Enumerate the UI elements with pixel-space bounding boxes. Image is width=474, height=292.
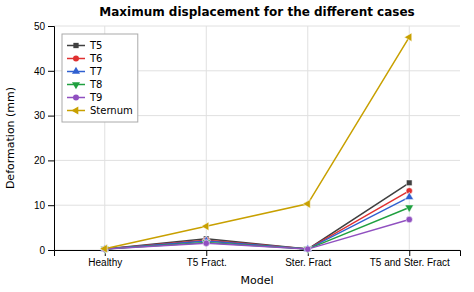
- tick-mark: [409, 250, 410, 256]
- tick-mark: [48, 26, 54, 27]
- tick: 20: [34, 155, 54, 166]
- tick-mark: [48, 205, 54, 206]
- tick: 0: [39, 245, 54, 256]
- series: [102, 180, 412, 252]
- series: [102, 216, 413, 252]
- line: [105, 37, 410, 248]
- legend-marker: [73, 56, 79, 62]
- tick: 40: [34, 66, 54, 77]
- x-axis-title: Model: [240, 274, 273, 287]
- line: [105, 197, 410, 249]
- tick-label: 30: [34, 110, 46, 121]
- tick-mark: [48, 71, 54, 72]
- legend-label: Sternum: [90, 105, 133, 116]
- legend-marker: [72, 82, 80, 89]
- line: [105, 220, 410, 250]
- tick-label: T5 and Ster. Fract: [370, 257, 450, 268]
- point: [404, 33, 411, 42]
- legend-label: T6: [89, 53, 102, 64]
- point: [405, 192, 414, 199]
- plot: 0 10 20 30 40 50 Healthy T5 Fract. Ster. Fract T5…: [34, 21, 461, 268]
- legend-label: T8: [89, 79, 102, 90]
- tick-label: 0: [39, 245, 45, 256]
- grid-line: [54, 26, 460, 27]
- tick-mark: [48, 116, 54, 117]
- legend-marker: [71, 106, 78, 114]
- series: [100, 33, 412, 253]
- series: [100, 192, 413, 251]
- point: [203, 240, 209, 246]
- tick-mark: [48, 160, 54, 161]
- point: [100, 244, 107, 253]
- tick-label: T5 Fract.: [187, 257, 227, 268]
- point: [305, 246, 311, 252]
- title: Maximum displacement for the different c…: [99, 5, 415, 19]
- legend-label: T5: [89, 40, 102, 51]
- point: [303, 247, 312, 254]
- tick: 10: [34, 200, 54, 211]
- tick: T5 and Ster. Fract: [370, 250, 450, 268]
- tick-label: 20: [34, 155, 46, 166]
- x-axis: Healthy T5 Fract. Ster. Fract T5 and Ster. …: [55, 250, 461, 268]
- marks: [100, 33, 414, 254]
- grid-line: [206, 26, 207, 250]
- grid-line: [54, 160, 460, 161]
- series: [100, 205, 413, 254]
- point: [201, 222, 208, 231]
- legend-marker: [73, 43, 78, 48]
- tick-label: Healthy: [88, 257, 122, 268]
- line: [105, 191, 410, 249]
- legend-label: T7: [89, 66, 102, 77]
- tick: T5 Fract.: [187, 250, 227, 268]
- point: [305, 246, 311, 252]
- grid-line: [307, 26, 308, 250]
- point: [202, 240, 211, 247]
- point: [305, 246, 311, 252]
- y-axis: 0 10 20 30 40 50: [34, 21, 55, 256]
- tick: 30: [34, 110, 54, 121]
- grid-line: [54, 205, 460, 206]
- point: [303, 200, 310, 209]
- line: [105, 207, 410, 249]
- legend-label: T9: [89, 92, 102, 103]
- legend-marker: [72, 67, 80, 74]
- tick-label: 50: [34, 21, 46, 32]
- tick-mark: [48, 250, 54, 251]
- tick-label: 40: [34, 66, 46, 77]
- y-axis-title: Deformation (mm): [4, 87, 17, 189]
- series: [102, 188, 413, 253]
- legend-box: [62, 34, 138, 122]
- tick-label: Ster. Fract: [285, 257, 331, 268]
- chart: 0 10 20 30 40 50 Healthy T5 Fract. Ster. Fract T5…: [0, 0, 474, 292]
- axis-line: [55, 251, 461, 257]
- grid: [54, 26, 460, 250]
- tick: 50: [34, 21, 54, 32]
- point: [406, 216, 412, 222]
- point: [303, 244, 312, 251]
- legend: T5 T6 T7 T8 T9 Sternum: [62, 34, 138, 122]
- tick-mark: [206, 250, 207, 256]
- point: [405, 205, 414, 212]
- point: [406, 180, 412, 186]
- tick-label: 10: [34, 200, 46, 211]
- legend-marker: [73, 95, 79, 101]
- axis-line: [48, 27, 55, 251]
